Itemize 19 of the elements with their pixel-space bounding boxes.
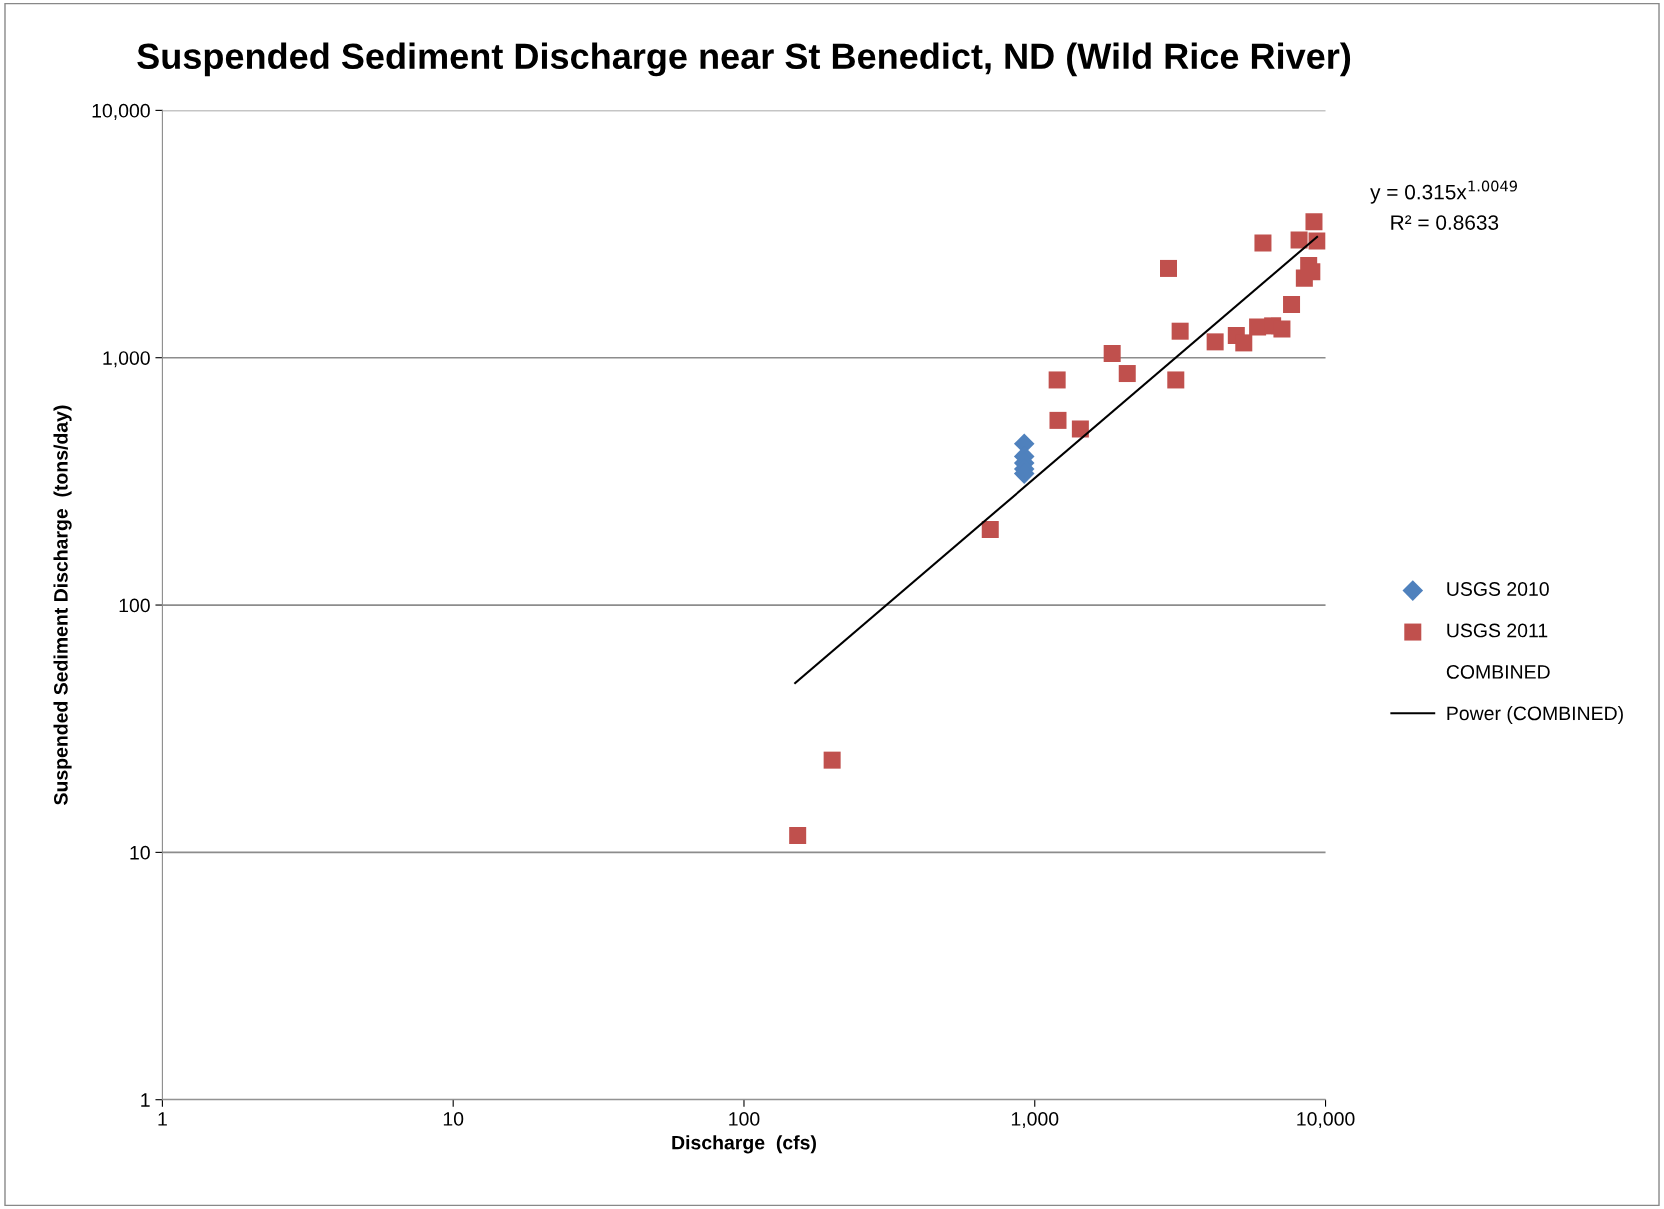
x-tick-label: 1,000 — [1011, 1112, 1059, 1129]
x-axis-title: Discharge (cfs) — [672, 1135, 816, 1154]
chart-title: Suspended Sediment Discharge near St Benedict, ND (Wild Rice River) — [137, 42, 1351, 77]
legend-label: USGS 2010 — [1447, 582, 1549, 596]
text: R² = 0.8633 — [1391, 215, 1499, 230]
x-tick-label: 100 — [729, 1112, 760, 1126]
x-tick-label: 1 — [158, 1112, 167, 1126]
y-tick-label: 1,000 — [103, 351, 150, 368]
y-axis-title: Suspended Sediment Discharge (tons/day) — [53, 405, 72, 805]
legend-label: USGS 2011 — [1447, 623, 1548, 638]
legend-label: Power (COMBINED) — [1447, 705, 1623, 725]
text: y = 0.315x$^{1.0049}$ — [1370, 180, 1517, 204]
y-tick-label: 10,000 — [92, 103, 150, 120]
y-tick-label: 10 — [130, 845, 150, 860]
x-tick-label: 10 — [443, 1112, 464, 1126]
text: COMBINED — [1446, 665, 1550, 679]
x-tick-label: 10,000 — [1297, 1112, 1355, 1129]
y-tick-label: 100 — [119, 598, 150, 613]
y-tick-label: 1 — [141, 1093, 150, 1107]
